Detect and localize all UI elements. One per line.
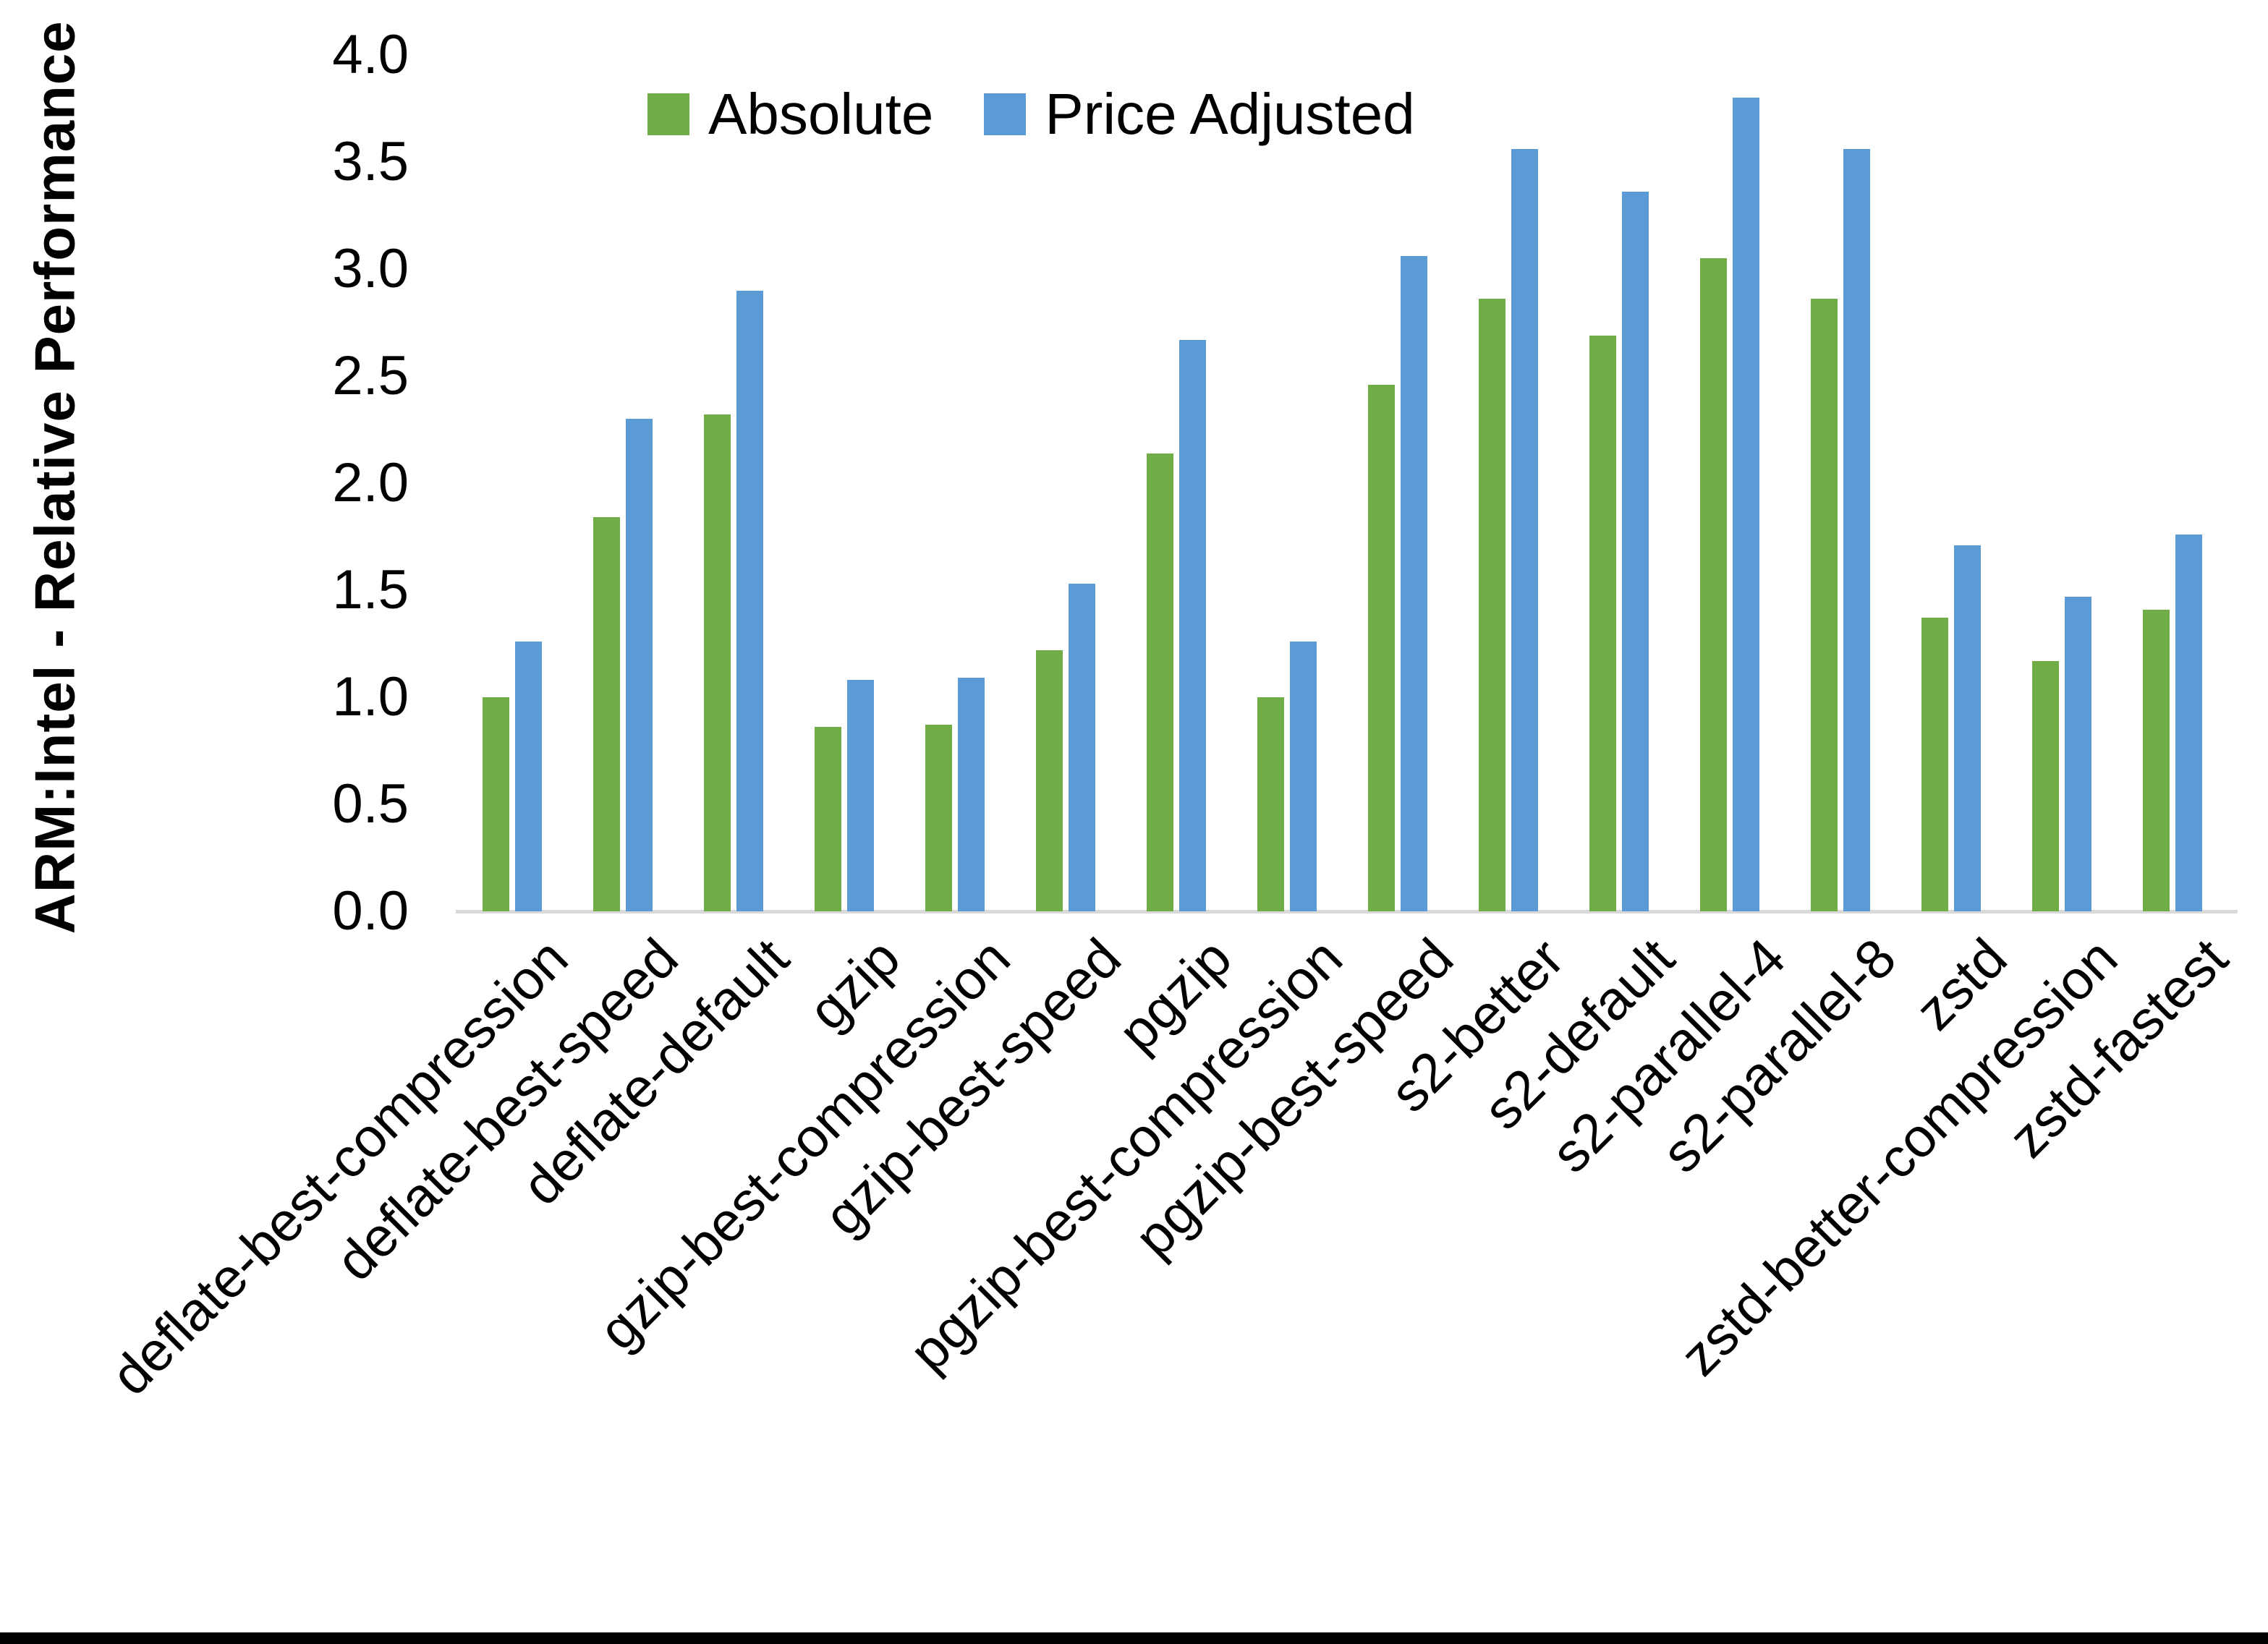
bar-price-adjusted-pgzip: [1179, 339, 1206, 911]
bar-price-adjusted-s2-default: [1622, 192, 1649, 911]
bar-price-adjusted-zstd: [1954, 545, 1981, 911]
y-tick-label: 0.0: [332, 880, 409, 942]
y-tick-label: 3.5: [332, 131, 409, 192]
y-tick-label: 2.0: [332, 452, 409, 514]
bar-price-adjusted-gzip-best-compression: [958, 678, 985, 911]
bar-absolute-gzip: [815, 727, 841, 911]
bar-price-adjusted-deflate-best-speed: [626, 419, 653, 911]
bar-price-adjusted-zstd-fastest: [2175, 534, 2202, 911]
bar-price-adjusted-s2-parallel-8: [1843, 149, 1870, 911]
bar-price-adjusted-pgzip-best-speed: [1401, 256, 1427, 911]
y-tick-label: 1.0: [332, 666, 409, 728]
bar-price-adjusted-s2-parallel-4: [1733, 98, 1759, 911]
x-tick-label-deflate-best-compression: deflate-best-compression: [99, 927, 579, 1407]
bar-absolute-s2-parallel-4: [1700, 258, 1727, 911]
bar-absolute-zstd-fastest: [2143, 609, 2170, 911]
bar-price-adjusted-gzip-best-speed: [1069, 584, 1095, 911]
bar-absolute-deflate-best-compression: [483, 697, 509, 911]
bar-absolute-s2-better: [1479, 299, 1505, 911]
bottom-border: [0, 1632, 2268, 1644]
bar-absolute-s2-parallel-8: [1811, 299, 1838, 911]
legend: Absolute Price Adjusted: [647, 81, 1415, 148]
y-tick-label: 4.0: [332, 24, 409, 85]
y-tick-label: 2.5: [332, 345, 409, 406]
y-tick-label: 3.0: [332, 238, 409, 299]
bar-price-adjusted-deflate-best-compression: [515, 642, 542, 911]
bar-absolute-s2-default: [1589, 335, 1616, 911]
bar-absolute-gzip-best-compression: [925, 725, 952, 911]
y-tick-label: 0.5: [332, 773, 409, 835]
bar-price-adjusted-pgzip-best-compression: [1290, 642, 1317, 911]
bar-price-adjusted-deflate-default: [736, 290, 763, 911]
bar-absolute-gzip-best-speed: [1036, 649, 1063, 911]
legend-swatch-price-adjusted: [984, 93, 1027, 135]
bar-absolute-pgzip-best-compression: [1257, 697, 1284, 911]
bar-absolute-zstd: [1921, 618, 1948, 911]
bar-price-adjusted-zstd-better-compression: [2065, 596, 2091, 911]
legend-swatch-absolute: [647, 93, 689, 135]
bar-absolute-deflate-best-speed: [593, 517, 620, 911]
x-axis-line: [456, 910, 2238, 913]
bar-price-adjusted-gzip: [847, 680, 874, 911]
bar-absolute-deflate-default: [704, 414, 731, 911]
bar-absolute-zstd-better-compression: [2032, 660, 2059, 911]
legend-item-price-adjusted: Price Adjusted: [984, 81, 1415, 148]
legend-label-absolute: Absolute: [708, 82, 934, 146]
bar-price-adjusted-s2-better: [1511, 149, 1538, 911]
bar-absolute-pgzip-best-speed: [1368, 384, 1395, 911]
legend-item-absolute: Absolute: [647, 81, 933, 148]
bar-absolute-pgzip: [1147, 453, 1173, 911]
legend-label-price-adjusted: Price Adjusted: [1045, 82, 1415, 146]
y-tick-label: 1.5: [332, 559, 409, 621]
